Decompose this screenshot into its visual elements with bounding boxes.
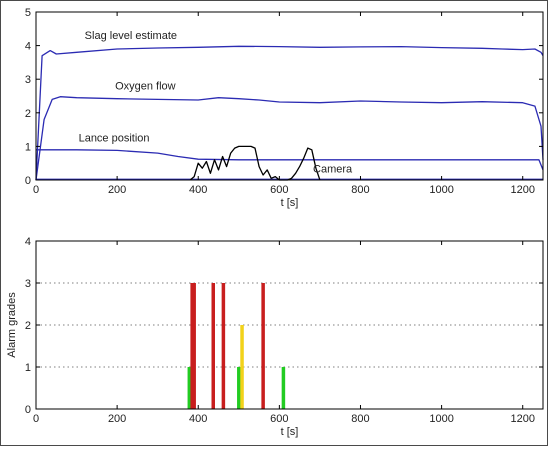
plot-1-y-tick-label: 3: [25, 74, 31, 86]
plot-2-bar-5: [221, 283, 226, 409]
plot-2-y-axis-label: Alarm grades: [6, 292, 18, 358]
plot-2-y-tick-label: 0: [25, 404, 31, 416]
plot-1-annotation-2: Oxygen flow: [115, 80, 176, 92]
plot-2-x-tick-label: 600: [270, 413, 288, 425]
plot-1-annotation-4: Camera: [313, 164, 353, 176]
plot-1-x-tick-label: 200: [108, 184, 126, 196]
plot-1-y-tick-label: 4: [25, 41, 31, 53]
plot-2-x-tick-label: 1000: [429, 413, 453, 425]
plot-1-x-axis-label: t [s]: [281, 197, 299, 209]
plot-1-series-line-1: [35, 45, 544, 181]
plot-2-x-tick-label: 0: [33, 413, 39, 425]
plot-1-series-line-5: [189, 145, 321, 181]
plot-2-bar-7: [240, 325, 244, 409]
plot-1-x-tick-label: 400: [189, 184, 207, 196]
plot-1-series-line-2: [35, 96, 544, 181]
plot-1-x-tick-label: 800: [351, 184, 369, 196]
plot-1-y-tick-label: 5: [25, 7, 31, 19]
plot-2-y-tick-label: 1: [25, 362, 31, 374]
plot-2-x-tick-label: 800: [351, 413, 369, 425]
plot-1-x-tick-label: 0: [33, 184, 39, 196]
plot-1-x-tick-label: 1200: [510, 184, 534, 196]
plot-2-y-tick-label: 3: [25, 278, 31, 290]
plot-2-y-tick-label: 2: [25, 320, 31, 332]
plot-1-x-tick-label: 600: [270, 184, 288, 196]
plot-1-x-tick-label: 1000: [429, 184, 453, 196]
plot-1-annotation-1: Slag level estimate: [85, 30, 177, 42]
plot-1-y-tick-label: 1: [25, 141, 31, 153]
plot-2-bar-2: [190, 283, 194, 409]
plot-2-y-tick-label: 4: [25, 236, 31, 248]
plot-2-bar-1: [187, 367, 192, 409]
plot-2-bar-4: [211, 283, 215, 409]
plot-2-x-axis-label: t [s]: [281, 426, 299, 438]
plot-1-y-tick-label: 0: [25, 175, 31, 187]
plot-1-series-line-3: [36, 149, 544, 171]
plot-1-axes-frame: [35, 11, 544, 181]
plot-2-x-tick-label: 200: [108, 413, 126, 425]
plot-2-bar-3: [192, 283, 196, 409]
plot-2-bar-9: [281, 367, 286, 409]
plot-2-bar-8: [261, 283, 265, 409]
plot-1-y-tick-label: 2: [25, 108, 31, 120]
plot-2-x-tick-label: 1200: [510, 413, 534, 425]
plot-2-bar-6: [237, 367, 241, 409]
plot-1-background: [36, 12, 543, 180]
plot-1-annotation-3: Lance position: [79, 132, 150, 144]
plot-2-x-tick-label: 400: [189, 413, 207, 425]
